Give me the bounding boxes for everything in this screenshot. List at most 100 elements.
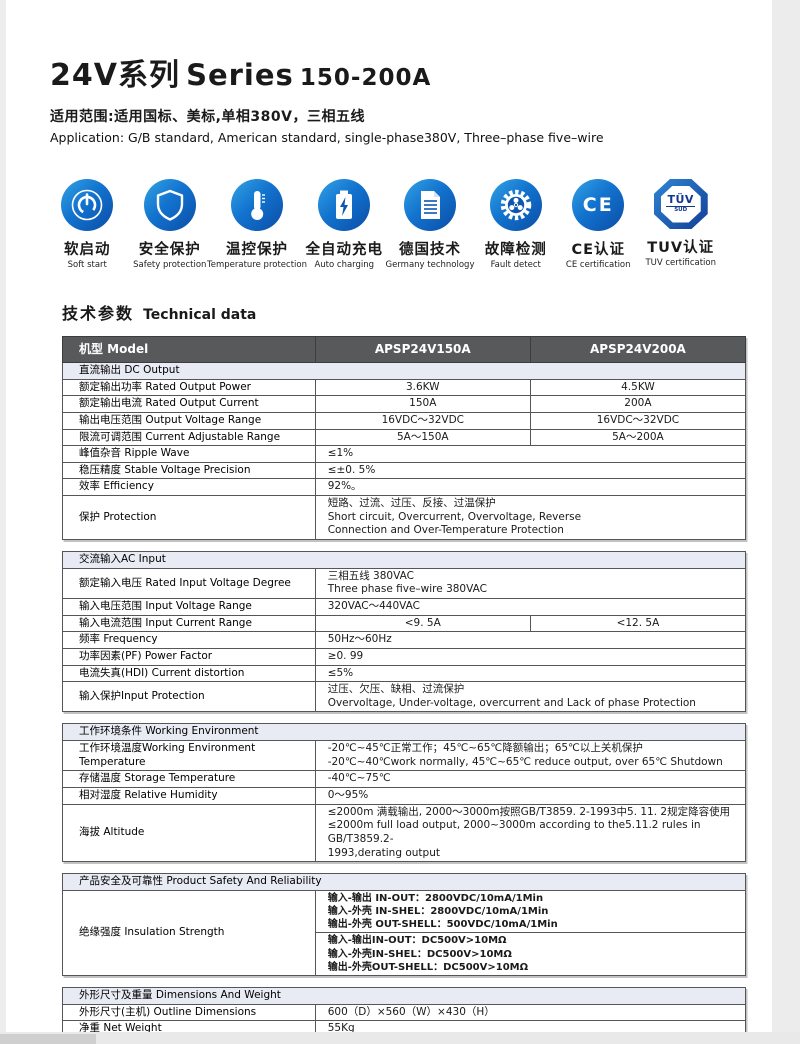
page-title: 24V系列 Series 150-200A — [50, 50, 772, 94]
tuv-icon: TÜV SÜD — [653, 179, 708, 229]
section-band: 外形尺寸及重量 Dimensions And Weight — [62, 986, 746, 1005]
table-row: 额定输出功率 Rated Output Power 3.6KW 4.5KW — [62, 378, 747, 397]
row-label: 相对湿度 Relative Humidity — [62, 787, 316, 805]
row-label: 绝缘强度 Insulation Strength — [62, 889, 316, 976]
gear-icon — [489, 179, 542, 231]
row-value-model-b: 200A — [529, 395, 747, 413]
document-icon — [403, 179, 456, 231]
title-range: 150-200A — [299, 65, 432, 91]
row-label: 输入电流范围 Input Current Range — [62, 614, 316, 633]
feature-label-en: CE certification — [565, 260, 631, 270]
row-value: 短路、过流、过压、反接、过温保护 Short circuit, Overcurr… — [314, 495, 747, 541]
shield-icon — [143, 179, 196, 231]
ce-icon: CE — [572, 179, 625, 231]
row-label: 输入电压范围 Input Voltage Range — [62, 597, 316, 616]
row-value-model-b: 5A～200A — [529, 428, 747, 447]
row-value: 输入-输出IN-OUT：DC500V>10MΩ 输入-外壳IN-SHEL：DC5… — [314, 932, 747, 976]
row-label: 输出电压范围 Output Voltage Range — [62, 411, 316, 430]
table-row: 输入保护Input Protection 过压、欠压、缺相、过流保护 Overvo… — [62, 681, 747, 713]
feature-label-cn: 温控保护 — [226, 242, 288, 258]
feature-item-5: 德国技术 Germany technology — [385, 179, 475, 270]
feature-item-1: 软启动 Soft start — [46, 179, 129, 270]
feature-icon-row: 软启动 Soft start 安全保护 Safety protection 温控保护 Te… — [46, 179, 722, 270]
model-a: APSP24V150A — [314, 336, 531, 363]
row-value-model-b: 16VDC～32VDC — [529, 411, 747, 430]
row-label: 外形尺寸(主机) Outline Dimensions — [62, 1003, 316, 1022]
title-en: Series — [186, 58, 294, 92]
feature-item-8: TÜV SÜD TUV认证 TUV certification — [639, 179, 722, 270]
table-row: 额定输入电压 Rated Input Voltage Degree 三相五线 38… — [62, 567, 747, 599]
thermometer-icon — [231, 179, 283, 231]
spec-table-block-2: 交流输入AC Input 额定输入电压 Rated Input Voltage D… — [62, 551, 747, 713]
row-value: 50Hz～60Hz — [314, 631, 747, 649]
row-value-model-b: <12. 5A — [529, 614, 747, 633]
feature-item-3: 温控保护 Temperature protection — [207, 179, 307, 270]
feature-label-cn: CE认证 — [571, 242, 625, 258]
feature-label-en: TUV certification — [645, 258, 716, 268]
row-value: ≤2000m 满载输出, 2000～3000m按照GB/T3859. 2-199… — [314, 803, 747, 863]
row-value: 过压、欠压、缺相、过流保护 Overvoltage, Under-voltage… — [314, 681, 747, 713]
row-value: 320VAC～440VAC — [314, 597, 747, 616]
spec-table-block-4: 产品安全及可靠性 Product Safety And Reliability 绝… — [62, 873, 747, 976]
feature-label-en: Soft start — [67, 260, 107, 270]
title-cn: 24V系列 — [50, 58, 180, 93]
feature-label-en: Fault detect — [490, 260, 541, 270]
row-value: 55Kg — [314, 1020, 747, 1032]
section-band: 直流输出 DC Output — [62, 362, 746, 380]
row-label: 输入保护Input Protection — [62, 681, 316, 713]
row-label: 效率 Efficiency — [62, 478, 316, 497]
feature-label-en: Germany technology — [385, 260, 475, 270]
feature-label-en: Safety protection — [133, 260, 207, 270]
row-label: 电流失真(HDI) Current distortion — [62, 664, 316, 683]
row-label: 频率 Frequency — [62, 631, 316, 649]
row-value-model-a: 3.6KW — [314, 378, 531, 397]
table-row: 峰值杂音 Ripple Wave ≤1% — [62, 445, 747, 463]
table-row: 保护 Protection 短路、过流、过压、反接、过温保护 Short circ… — [62, 495, 747, 541]
section-band: 产品安全及可靠性 Product Safety And Reliability — [62, 873, 746, 891]
table-row: 额定输出电流 Rated Output Current 150A 200A — [62, 395, 747, 413]
table-row: 电流失真(HDI) Current distortion ≤5% — [62, 664, 747, 683]
scan-edge-corner — [0, 1034, 96, 1044]
feature-label-cn: 德国技术 — [398, 242, 461, 258]
table-row: 相对湿度 Relative Humidity 0～95% — [62, 787, 747, 805]
row-value: ≤5% — [314, 664, 747, 683]
table-row: 输出电压范围 Output Voltage Range 16VDC～32VDC 16… — [62, 411, 747, 430]
feature-label-cn: TUV认证 — [647, 240, 715, 256]
table-row: 存储温度 Storage Temperature -40℃~75℃ — [62, 770, 747, 789]
table-row: 限流可调范围 Current Adjustable Range 5A～150A 5A… — [62, 428, 747, 447]
row-label: 额定输出电流 Rated Output Current — [62, 395, 316, 413]
row-label: 保护 Protection — [62, 495, 316, 541]
tech-heading: 技术参数 Technical data — [62, 300, 772, 324]
row-label: 额定输出功率 Rated Output Power — [62, 378, 316, 397]
row-value-model-a: 150A — [314, 395, 531, 413]
row-value-model-b: 4.5KW — [529, 378, 747, 397]
row-label: 稳压精度 Stable Voltage Precision — [62, 461, 316, 480]
table-row: 工作环境温度Working Environment Temperature -20… — [62, 740, 747, 772]
row-value-model-a: <9. 5A — [314, 614, 531, 633]
table-row: 输入电流范围 Input Current Range <9. 5A <12. 5A — [62, 614, 747, 633]
section-title: 直流输出 DC Output — [62, 362, 746, 380]
row-value: 600（D）×560（W）×430（H） — [314, 1003, 747, 1022]
scan-edge-right — [772, 0, 800, 1044]
table-row: 海拔 Altitude ≤2000m 满载输出, 2000～3000m按照GB/T… — [62, 803, 747, 863]
table-row: 输入电压范围 Input Voltage Range 320VAC～440VAC — [62, 597, 747, 616]
subtitle-cn: 适用范围:适用国标、美标,单相380V，三相五线 — [50, 109, 365, 125]
spec-table-block-3: 工作环境条件 Working Environment 工作环境温度Working … — [62, 723, 747, 863]
feature-label-cn: 全自动充电 — [305, 242, 383, 258]
row-label: 峰值杂音 Ripple Wave — [62, 445, 316, 463]
section-title: 交流输入AC Input — [62, 551, 746, 569]
table-row: 功率因素(PF) Power Factor ≥0. 99 — [62, 647, 747, 666]
scan-edge-bottom — [0, 1032, 800, 1044]
tech-heading-cn: 技术参数 — [62, 304, 135, 323]
catalog-page: 24V系列 Series 150-200A 适用范围:适用国标、美标,单相380… — [6, 0, 772, 1032]
battery-charging-icon — [318, 179, 371, 231]
row-value: ≤1% — [314, 445, 747, 463]
feature-item-6: 故障检测 Fault detect — [474, 179, 557, 270]
row-label: 限流可调范围 Current Adjustable Range — [62, 428, 316, 447]
feature-label-en: Auto charging — [314, 260, 375, 270]
feature-item-4: 全自动充电 Auto charging — [303, 179, 386, 270]
subtitle-en: Application: G/B standard, American stan… — [50, 130, 604, 145]
table-row: 输入-输出IN-OUT：DC500V>10MΩ 输入-外壳IN-SHEL：DC5… — [63, 932, 747, 976]
table-row: 外形尺寸(主机) Outline Dimensions 600（D）×560（W）… — [62, 1003, 747, 1022]
spec-table-block-1: 机型 Model APSP24V150A APSP24V200A 直流输出 DC Ou… — [62, 336, 747, 541]
